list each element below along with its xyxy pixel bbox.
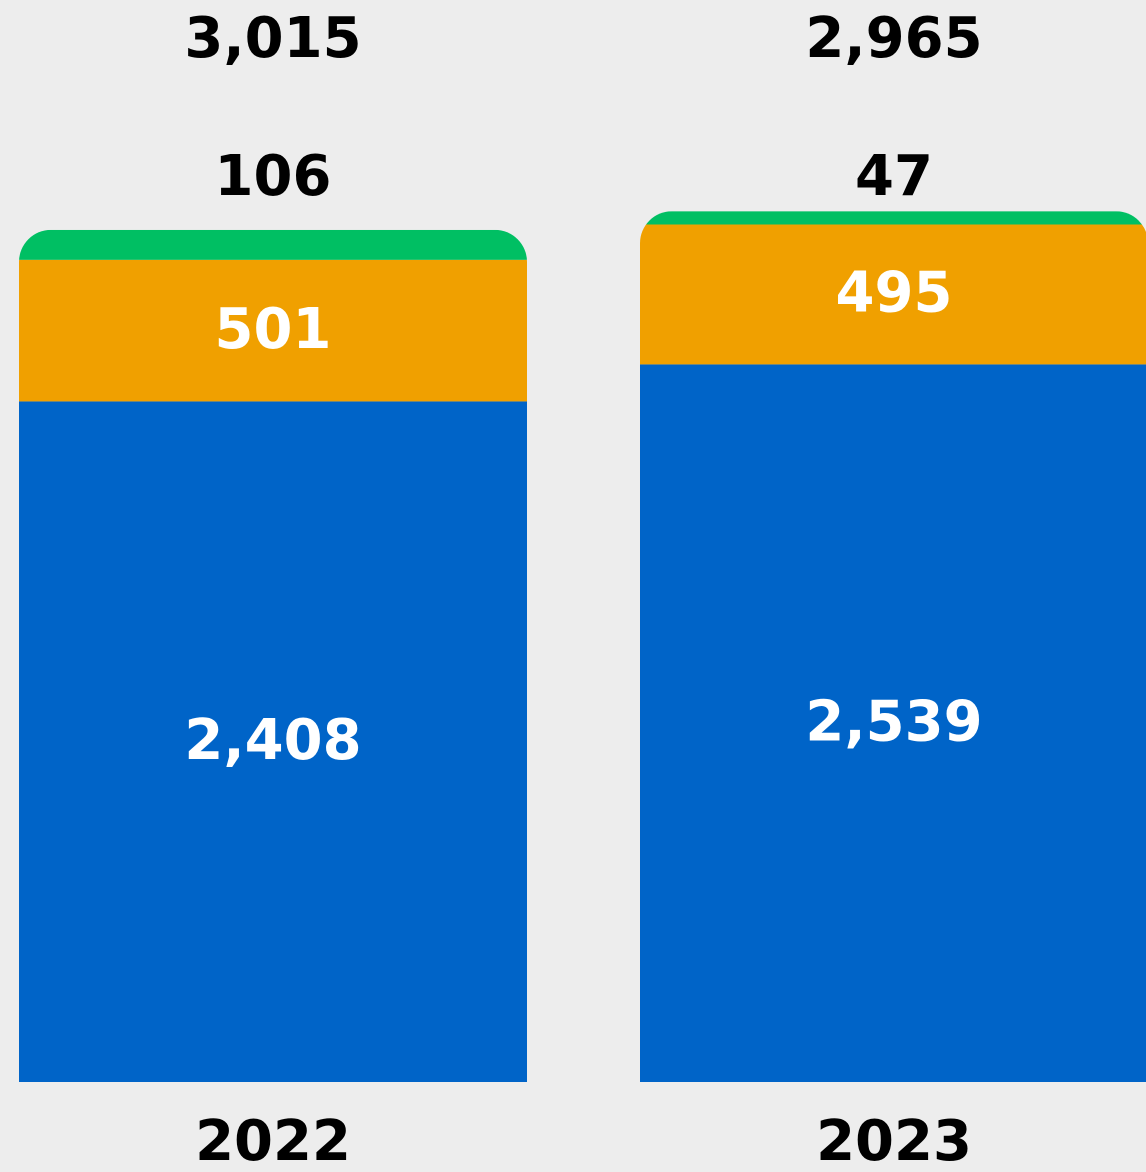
bar-group — [19, 229, 527, 1082]
value-label: 501 — [215, 297, 332, 362]
value-label: 495 — [836, 261, 953, 326]
value-label: 2,408 — [184, 708, 361, 773]
x-tick-label: 2023 — [816, 1109, 972, 1172]
bar-segment — [19, 401, 527, 1082]
bar-segment — [640, 211, 1146, 225]
bar-segment — [19, 259, 527, 402]
total-label: 3,015 — [184, 6, 361, 71]
x-tick-label: 2022 — [195, 1109, 351, 1172]
bar-group — [640, 211, 1146, 1082]
value-label: 106 — [215, 144, 332, 209]
value-label: 2,539 — [805, 689, 982, 754]
total-label: 2,965 — [805, 6, 982, 71]
bar-segment — [640, 224, 1146, 365]
bar-segment — [640, 364, 1146, 1082]
bar-segment — [19, 229, 527, 260]
value-label: 47 — [855, 144, 933, 209]
